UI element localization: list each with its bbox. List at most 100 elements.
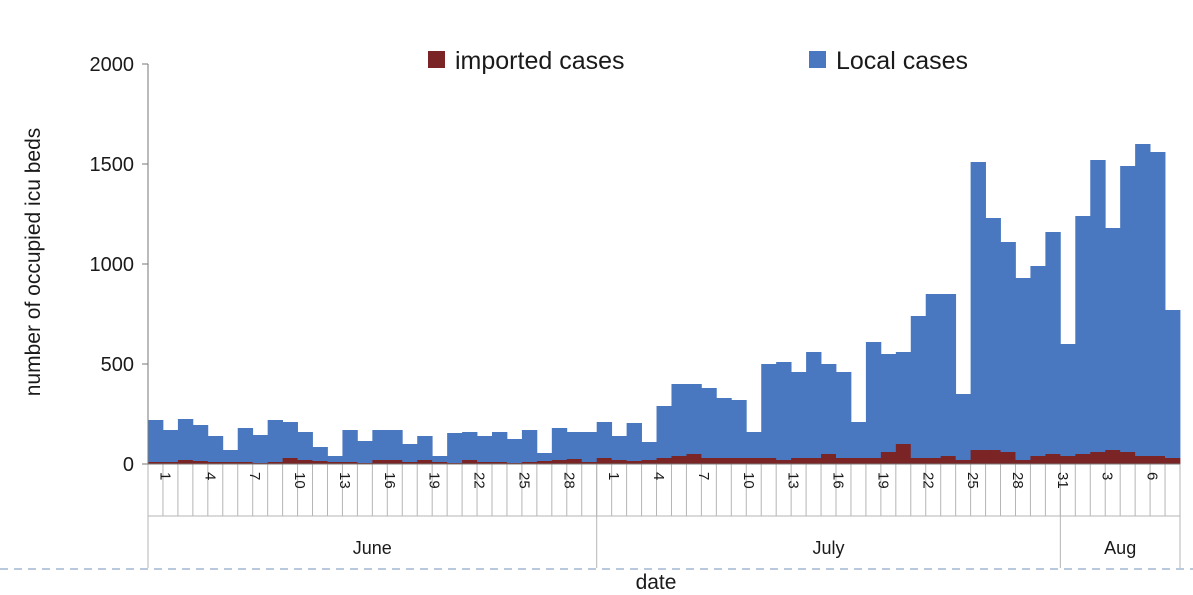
bar-imported [656,458,672,464]
bar-local [237,428,254,462]
x-tick-label: 1 [157,472,174,480]
bar-imported [791,458,807,464]
bar-local [207,436,224,462]
bar-imported [686,454,702,464]
bar-local [148,420,164,462]
bar-imported [267,462,284,464]
bar-local [297,432,313,460]
y-axis-title: number of occupied icu beds [22,128,45,397]
x-tick-label: 1 [605,472,622,480]
bar-local [940,294,957,456]
x-tick-label: 7 [695,472,712,480]
bar-local [865,342,882,458]
bar-local [1165,310,1181,458]
legend: imported cases Local cases [428,47,968,75]
y-tick-label: 2000 [90,54,135,76]
bar-imported [402,462,418,464]
bar-imported [566,459,583,464]
legend-label-imported: imported cases [455,47,625,75]
bar-local [776,362,792,460]
bar-local [327,456,343,462]
bar-imported [596,458,613,464]
bar-imported [880,452,897,464]
x-tick-label: 10 [740,472,757,489]
bar-imported [761,458,777,464]
bar-imported [417,460,433,464]
bar-imported [432,462,448,464]
bar-imported [492,462,508,464]
x-tick-label: 31 [1054,472,1071,489]
bar-imported [327,462,343,464]
bar-imported [955,460,972,464]
bar-imported [865,458,882,464]
bar-local [492,432,508,462]
bar-imported [1135,456,1151,464]
x-tick-label: 22 [471,472,488,489]
bar-imported [850,458,867,464]
bar-local [716,398,732,458]
x-tick-label: 28 [560,472,577,489]
bar-local [701,388,717,458]
x-tick-label: 4 [201,472,218,480]
x-tick-label: 25 [515,472,532,489]
bar-local [372,430,388,460]
bar-local [477,436,493,462]
x-tick-label: 10 [291,472,308,489]
bar-imported [1105,450,1121,464]
x-tick-label: 4 [650,472,667,480]
bar-imported [910,458,927,464]
bar-local [162,430,179,462]
bar-local [506,439,523,463]
month-label: July [812,538,844,558]
bar-local [880,354,897,452]
bar-local [521,430,538,462]
x-tick-label: 6 [1144,472,1161,480]
bar-imported [746,458,762,464]
month-label: June [353,538,392,558]
bar-local [1060,344,1076,456]
legend-swatch-imported [428,51,445,68]
bar-imported [611,460,628,464]
bar-imported [806,458,822,464]
bar-local [581,432,598,462]
bar-local [192,425,209,461]
bar-imported [581,462,598,464]
bar-imported [925,458,942,464]
bar-local [671,384,687,456]
bar-local [806,352,822,458]
legend-swatch-local [809,51,826,68]
bar-imported [985,450,1001,464]
bar-imported [237,462,254,464]
x-tick-label: 22 [919,472,936,489]
bar-local [791,372,807,458]
bar-local [1030,266,1046,456]
y-tick-label: 0 [123,454,134,476]
y-axis: 0 500 1000 1500 2000 [90,54,149,476]
bar-local [611,436,628,460]
bar-imported [1030,456,1046,464]
x-tick-label: 7 [246,472,263,480]
bar-imported [312,461,328,464]
bar-local [641,442,657,460]
x-tick-label: 19 [874,472,891,489]
x-axis-title: date [636,571,677,594]
bar-local [387,430,403,460]
bar-local [1135,144,1151,456]
bar-local [177,419,194,460]
bar-local [1120,166,1136,452]
bar-imported [148,462,164,464]
bar-local [252,435,269,463]
bar-imported [895,444,912,464]
bar-imported [462,460,478,464]
bar-imported [1045,454,1061,464]
month-label: Aug [1104,538,1136,558]
x-tick-label: 19 [426,472,443,489]
bar-local [970,162,986,450]
bar-local [312,447,328,461]
bar-imported [1165,458,1181,464]
bar-local [686,384,702,454]
bar-local [222,450,239,462]
bar-imported [207,462,224,464]
bar-local [462,432,478,460]
x-tick-label: 13 [336,472,353,489]
